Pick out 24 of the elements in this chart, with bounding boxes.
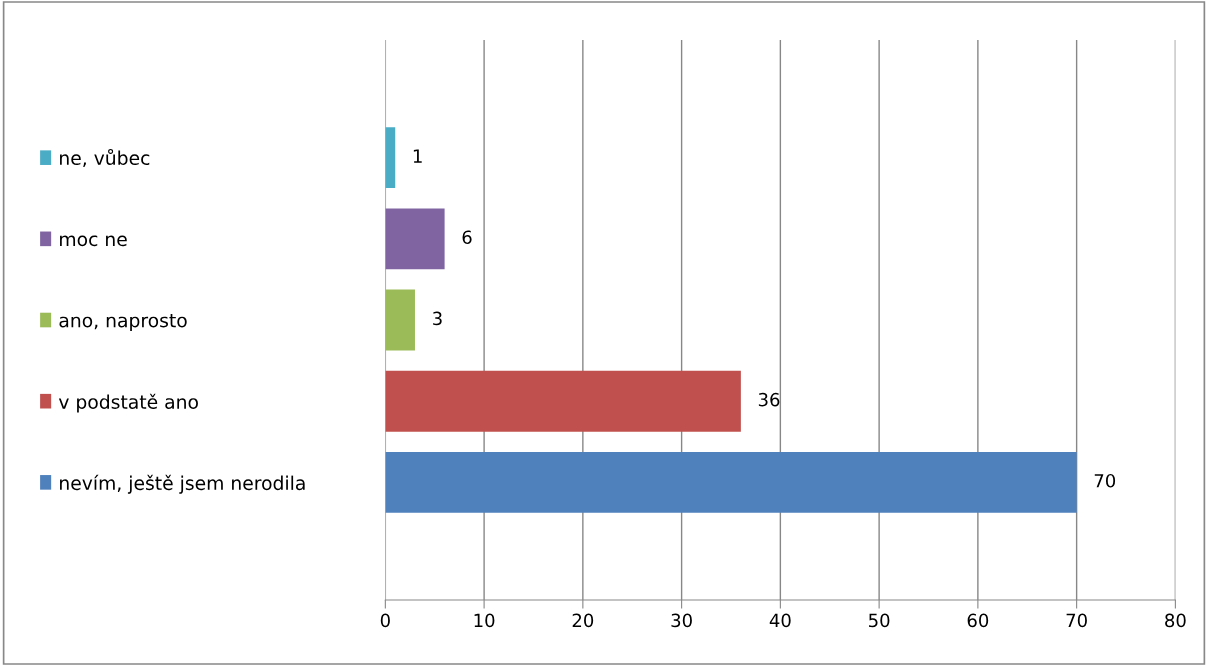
y-tick-label: nevím, ještě jsem nerodila [60,474,305,494]
x-tick-label: 50 [869,613,890,628]
bar [385,370,741,432]
bar [385,289,415,351]
data-label: 3 [433,311,442,326]
data-label: 36 [758,392,780,407]
y-tick-label: ano, naprosto [59,313,187,332]
data-label: 6 [462,230,472,245]
x-tick-label: 70 [1066,613,1087,628]
bar [385,451,1077,513]
bar [385,208,445,270]
y-tick-label: v podstatě ano [58,393,198,413]
bar [385,127,396,189]
x-tick-label: 10 [474,613,495,628]
x-tick-label: 60 [967,613,989,628]
x-tick-label: 30 [671,613,692,628]
data-label: 1 [413,149,422,163]
x-tick-label: 20 [572,613,594,628]
x-tick-label: 80 [1165,613,1186,628]
x-tick-label: 40 [769,613,791,628]
data-label: 70 [1094,473,1116,488]
y-tick-label: moc ne [60,235,127,247]
x-tick-label: 0 [380,613,390,628]
y-tick-label: ne, vůbec [60,148,150,167]
